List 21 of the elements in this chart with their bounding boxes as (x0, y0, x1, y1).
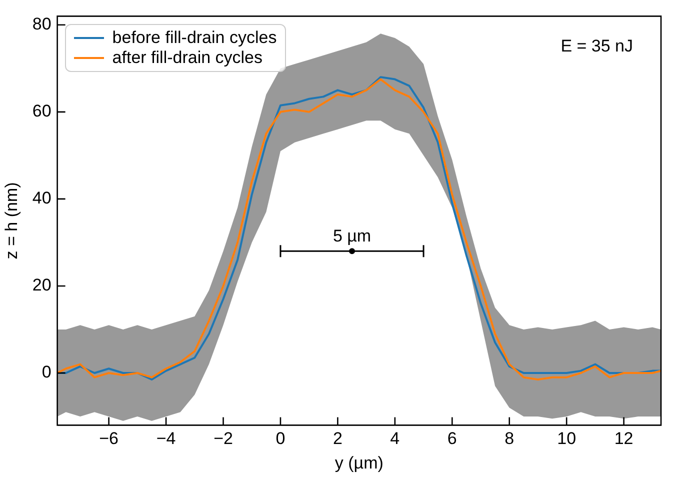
x-tick-label: 8 (504, 429, 514, 448)
annotation: 5 µm (332, 226, 372, 246)
x-axis-title: y (µm) (334, 453, 384, 472)
legend-label: before fill-drain cycles (112, 28, 277, 48)
legend-label: after fill-drain cycles (112, 48, 263, 68)
x-tick-label: 2 (332, 429, 342, 448)
x-tick-label: −4 (156, 429, 176, 448)
y-tick-label: 20 (32, 276, 52, 295)
y-tick-label: 0 (42, 362, 52, 382)
x-tick-label: 10 (557, 429, 576, 448)
x-tick-label: 0 (276, 429, 286, 448)
y-tick-label: 40 (32, 188, 52, 208)
annotation: E = 35 nJ (560, 36, 633, 56)
y-tick-label: 60 (32, 102, 52, 121)
y-tick-label: 80 (32, 14, 52, 34)
x-tick-label: 4 (390, 429, 400, 448)
y-axis-title: z = h (nm) (2, 182, 21, 260)
x-tick-label: 12 (614, 429, 634, 448)
x-tick-label: −2 (214, 429, 233, 448)
x-tick-label: 6 (447, 429, 457, 448)
x-tick-label: −6 (99, 429, 119, 448)
